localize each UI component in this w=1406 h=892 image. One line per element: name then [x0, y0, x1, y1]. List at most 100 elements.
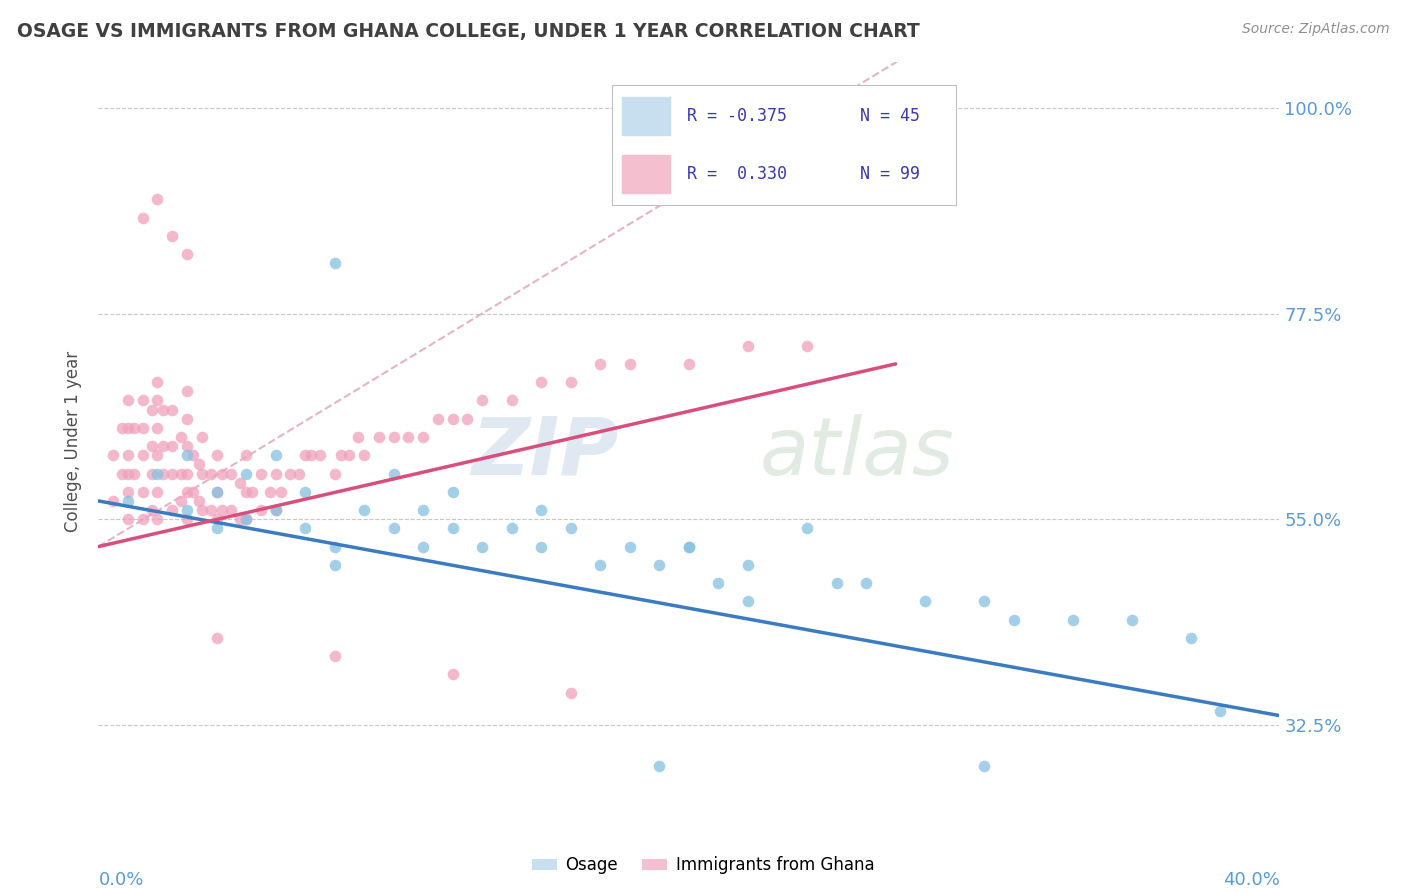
Point [176, 448, 198, 462]
Point [412, 430, 434, 444]
Point [427, 411, 450, 425]
Point [323, 540, 346, 554]
Point [117, 484, 139, 499]
Point [200, 503, 222, 517]
Text: 0.0%: 0.0% [98, 871, 143, 889]
Text: ZIP: ZIP [471, 414, 619, 491]
Point [205, 521, 228, 535]
Text: R = -0.375: R = -0.375 [688, 107, 787, 125]
Point [176, 384, 198, 399]
Point [323, 256, 346, 270]
Point [176, 503, 198, 517]
Point [264, 448, 287, 462]
Point [294, 484, 316, 499]
Point [796, 521, 818, 535]
Point [205, 512, 228, 526]
Point [825, 576, 848, 591]
Point [191, 430, 214, 444]
Point [1062, 613, 1084, 627]
Point [259, 484, 281, 499]
Point [132, 211, 155, 225]
Point [382, 467, 405, 481]
Point [122, 421, 145, 435]
Point [162, 229, 183, 244]
Point [132, 393, 155, 408]
Point [162, 439, 183, 453]
Point [530, 503, 553, 517]
Point [200, 467, 222, 481]
Point [146, 421, 169, 435]
Point [323, 649, 346, 664]
FancyBboxPatch shape [621, 154, 671, 193]
Point [441, 667, 464, 681]
Point [141, 503, 163, 517]
Point [412, 503, 434, 517]
Point [737, 594, 759, 608]
Point [412, 540, 434, 554]
Point [162, 503, 183, 517]
Point [103, 448, 125, 462]
Point [250, 467, 273, 481]
Point [170, 467, 193, 481]
Point [339, 448, 361, 462]
Point [737, 338, 759, 352]
Point [205, 484, 228, 499]
Point [141, 439, 163, 453]
Point [117, 512, 139, 526]
Point [170, 430, 193, 444]
Point [146, 467, 169, 481]
Y-axis label: College, Under 1 year: College, Under 1 year [65, 351, 83, 533]
Point [235, 512, 257, 526]
Point [294, 448, 316, 462]
Text: N = 99: N = 99 [859, 165, 920, 183]
Point [181, 484, 204, 499]
Point [678, 540, 700, 554]
Point [211, 467, 233, 481]
Point [176, 247, 198, 261]
Point [737, 558, 759, 572]
Point [132, 512, 155, 526]
Point [176, 411, 198, 425]
Point [530, 375, 553, 389]
Point [678, 357, 700, 371]
Point [235, 512, 257, 526]
Point [1180, 631, 1202, 645]
Point [221, 467, 243, 481]
Point [205, 484, 228, 499]
Legend: Osage, Immigrants from Ghana: Osage, Immigrants from Ghana [524, 849, 882, 881]
Point [441, 484, 464, 499]
Point [117, 467, 139, 481]
Point [141, 467, 163, 481]
Point [368, 430, 391, 444]
Point [141, 402, 163, 417]
Point [1121, 613, 1143, 627]
Point [191, 467, 214, 481]
Point [855, 576, 877, 591]
Point [146, 448, 169, 462]
Point [648, 558, 671, 572]
Text: OSAGE VS IMMIGRANTS FROM GHANA COLLEGE, UNDER 1 YEAR CORRELATION CHART: OSAGE VS IMMIGRANTS FROM GHANA COLLEGE, … [17, 22, 920, 41]
Point [176, 484, 198, 499]
Point [560, 686, 582, 700]
Point [250, 503, 273, 517]
Text: R =  0.330: R = 0.330 [688, 165, 787, 183]
Point [264, 503, 287, 517]
Point [353, 503, 375, 517]
Point [457, 411, 479, 425]
Point [187, 494, 209, 508]
Point [146, 512, 169, 526]
Point [205, 631, 228, 645]
Point [530, 540, 553, 554]
Point [398, 430, 420, 444]
Point [176, 439, 198, 453]
Point [117, 421, 139, 435]
Text: 40.0%: 40.0% [1223, 871, 1279, 889]
Point [162, 402, 183, 417]
Point [117, 393, 139, 408]
Point [441, 411, 464, 425]
Point [235, 484, 257, 499]
Point [170, 494, 193, 508]
Point [111, 421, 134, 435]
Point [264, 503, 287, 517]
Point [221, 503, 243, 517]
